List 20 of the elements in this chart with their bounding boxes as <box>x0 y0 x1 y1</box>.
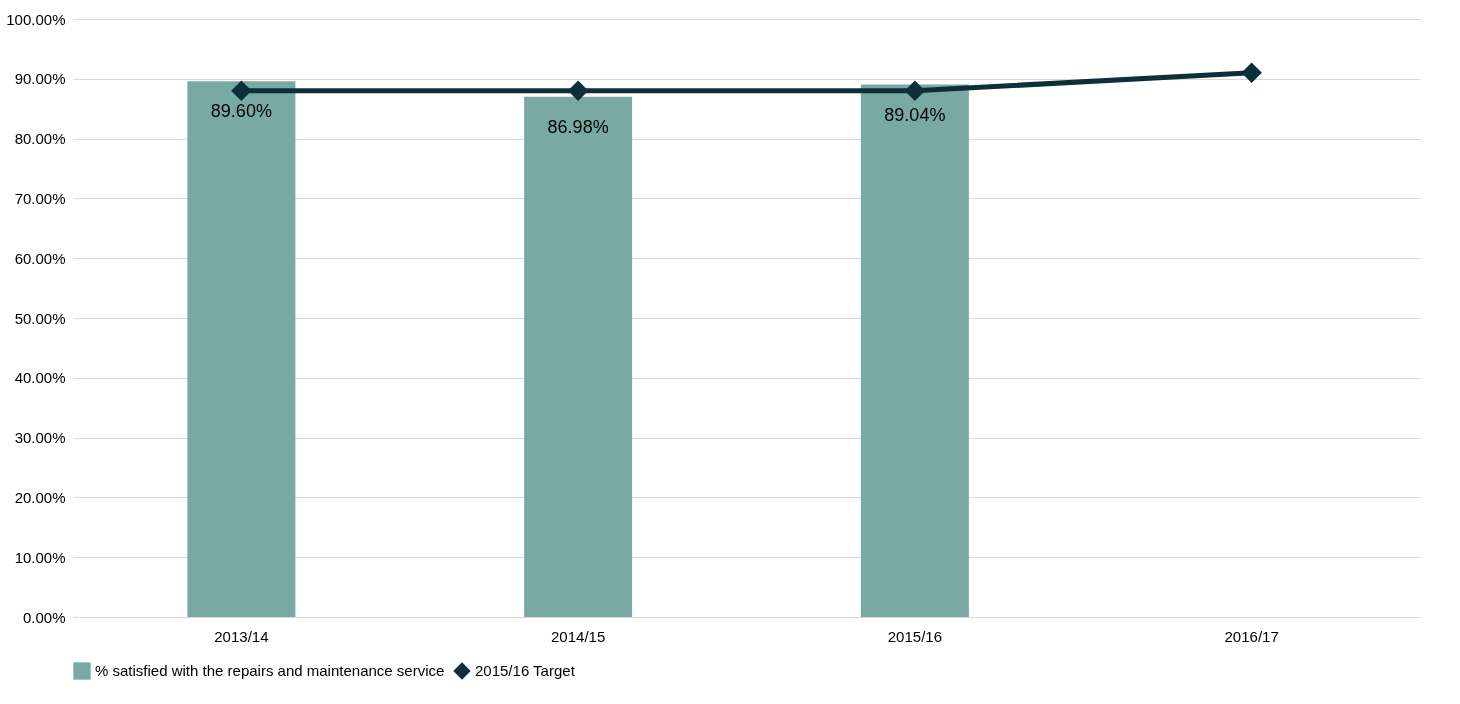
y-tick-label: 0.00% <box>22 608 66 626</box>
x-tick-label: 2013/14 <box>214 627 269 645</box>
x-tick-label: 2016/17 <box>1224 627 1279 645</box>
y-tick-label: 80.00% <box>14 130 66 148</box>
y-tick-label: 50.00% <box>14 309 66 327</box>
data-label: 89.60% <box>210 101 272 122</box>
y-tick-label: 90.00% <box>14 70 66 88</box>
y-tick-label: 70.00% <box>14 189 66 207</box>
x-tick-label: 2014/15 <box>551 627 606 645</box>
y-tick-label: 30.00% <box>14 429 66 447</box>
y-tick-label: 40.00% <box>14 369 66 387</box>
y-tick-label: 20.00% <box>14 488 66 506</box>
y-tick-label: 60.00% <box>14 249 66 267</box>
data-label: 89.04% <box>884 104 946 125</box>
y-tick-label: 10.00% <box>14 548 66 566</box>
legend-label: 2015/16 Target <box>475 662 576 679</box>
x-tick-label: 2015/16 <box>887 627 942 645</box>
data-label: 86.98% <box>547 116 609 137</box>
y-tick-label: 100.00% <box>6 10 66 28</box>
legend-label: % satisfied with the repairs and maintenance service <box>95 662 445 679</box>
